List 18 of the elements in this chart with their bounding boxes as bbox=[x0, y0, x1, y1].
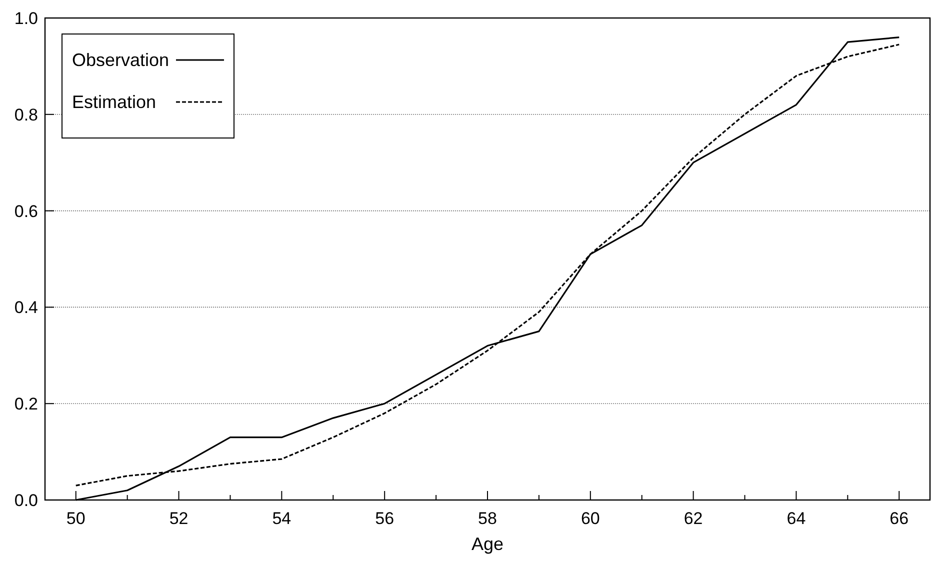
y-tick-label: 0.0 bbox=[14, 491, 38, 510]
x-tick-label: 56 bbox=[375, 509, 394, 528]
legend-label: Estimation bbox=[72, 92, 156, 112]
y-tick-label: 0.8 bbox=[14, 105, 38, 124]
x-tick-label: 64 bbox=[786, 509, 806, 528]
x-tick-label: 50 bbox=[66, 509, 86, 528]
x-tick-label: 66 bbox=[890, 509, 909, 528]
x-tick-label: 58 bbox=[478, 509, 497, 528]
x-axis-title: Age bbox=[471, 534, 504, 554]
x-tick-label: 62 bbox=[684, 509, 703, 528]
x-tick-label: 54 bbox=[272, 509, 292, 528]
legend-label: Observation bbox=[72, 50, 170, 70]
x-tick-label: 60 bbox=[580, 509, 600, 528]
y-tick-label: 0.2 bbox=[14, 394, 38, 414]
x-tick-label: 52 bbox=[169, 509, 188, 528]
y-tick-label: 0.4 bbox=[14, 298, 38, 318]
y-tick-label: 1.0 bbox=[14, 9, 38, 28]
y-tick-label: 0.6 bbox=[14, 202, 38, 221]
